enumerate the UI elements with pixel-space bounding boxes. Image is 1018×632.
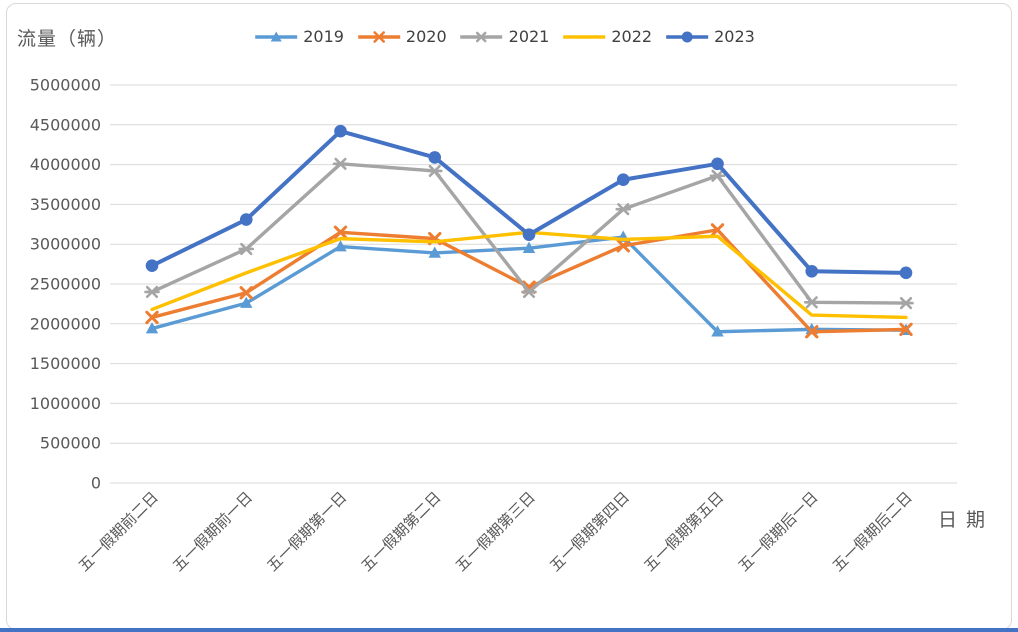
data-point-marker-2019 [711, 325, 724, 337]
x-axis-category-label: 五一假期第五日 [640, 488, 727, 575]
data-point-marker-2019 [145, 322, 159, 334]
data-point-marker-2020 [710, 223, 725, 237]
data-point-marker-2021 [426, 164, 443, 178]
x-axis-category-label: 五一假期第四日 [546, 488, 633, 575]
x-axis-category-label: 五一假期第三日 [452, 488, 539, 575]
legend-swatch-2019 [255, 31, 298, 41]
data-point-marker-2020 [899, 322, 913, 337]
data-point-marker-2023 [428, 151, 442, 164]
x-axis-title: 日期 [938, 509, 995, 531]
data-point-marker-2021 [898, 297, 914, 310]
data-point-marker-2023 [616, 173, 630, 187]
legend-item-2019: 2019 [254, 27, 344, 46]
legend-label-2019: 2019 [303, 27, 344, 46]
y-axis-tick-label: 0 [91, 474, 101, 493]
legend-label-2022: 2022 [611, 27, 653, 46]
data-point-marker-2023 [805, 264, 819, 278]
x-axis-category-label: 五一假期后一日 [735, 488, 822, 575]
data-point-marker-2021 [332, 157, 349, 170]
y-axis-tick-label: 2500000 [30, 275, 101, 294]
data-point-marker-2021 [803, 296, 820, 309]
legend-label-2021: 2021 [508, 27, 550, 46]
data-point-marker-2023 [522, 228, 536, 241]
x-axis-category-label: 五一假期前二日 [75, 488, 162, 575]
y-axis-tick-label: 3500000 [30, 195, 101, 214]
data-point-marker-2020 [145, 310, 159, 325]
legend: 2019 2020 2021 2022 2023 [254, 27, 764, 46]
legend-swatch-2022 [563, 34, 606, 39]
x-axis-category-label: 五一假期后二日 [829, 488, 916, 575]
data-point-marker-2021 [709, 169, 726, 182]
y-axis-tick-label: 3000000 [30, 235, 101, 254]
y-axis-tick-label: 500000 [40, 434, 101, 453]
bottom-accent-bar [0, 628, 1018, 632]
y-axis-tick-label: 2000000 [30, 314, 101, 333]
legend-item-2021: 2021 [460, 27, 550, 46]
data-point-marker-2020 [805, 325, 819, 339]
data-point-marker-2021 [144, 285, 160, 299]
data-point-marker-2019 [240, 296, 253, 308]
data-point-marker-2023 [899, 266, 913, 280]
data-point-marker-2019 [334, 240, 347, 252]
y-axis-tick-label: 1000000 [30, 394, 101, 413]
data-point-marker-2019 [428, 246, 441, 258]
data-point-marker-2020 [333, 225, 348, 239]
data-point-marker-2021 [521, 285, 537, 299]
data-point-marker-2021 [238, 242, 255, 256]
legend-swatch-2021 [460, 31, 503, 42]
data-point-marker-2023 [239, 213, 253, 226]
x-axis-category-label: 五一假期前一日 [169, 488, 256, 575]
y-axis-tick-label: 4000000 [30, 155, 101, 174]
legend-swatch-2020 [357, 30, 400, 43]
x-axis-category-label: 五一假期第一日 [263, 488, 350, 575]
legend-swatch-2023 [666, 31, 709, 42]
y-axis-tick-label: 5000000 [30, 76, 101, 95]
legend-item-2020: 2020 [357, 27, 447, 46]
legend-label-2020: 2020 [405, 27, 447, 46]
legend-label-2023: 2023 [714, 27, 755, 46]
legend-item-2022: 2022 [562, 27, 652, 46]
legend-item-2023: 2023 [665, 27, 755, 46]
data-point-marker-2020 [239, 286, 253, 300]
data-point-marker-2023 [334, 124, 347, 138]
data-point-marker-2019 [522, 241, 536, 253]
y-axis-title: 流量（辆） [17, 28, 118, 50]
data-point-marker-2021 [615, 203, 632, 216]
y-axis-tick-label: 1500000 [30, 354, 101, 373]
data-point-marker-2023 [145, 259, 159, 272]
x-axis-category-label: 五一假期第二日 [358, 488, 445, 575]
data-point-marker-2023 [711, 157, 724, 171]
y-axis-tick-label: 4500000 [30, 115, 101, 134]
data-point-marker-2020 [616, 239, 630, 253]
